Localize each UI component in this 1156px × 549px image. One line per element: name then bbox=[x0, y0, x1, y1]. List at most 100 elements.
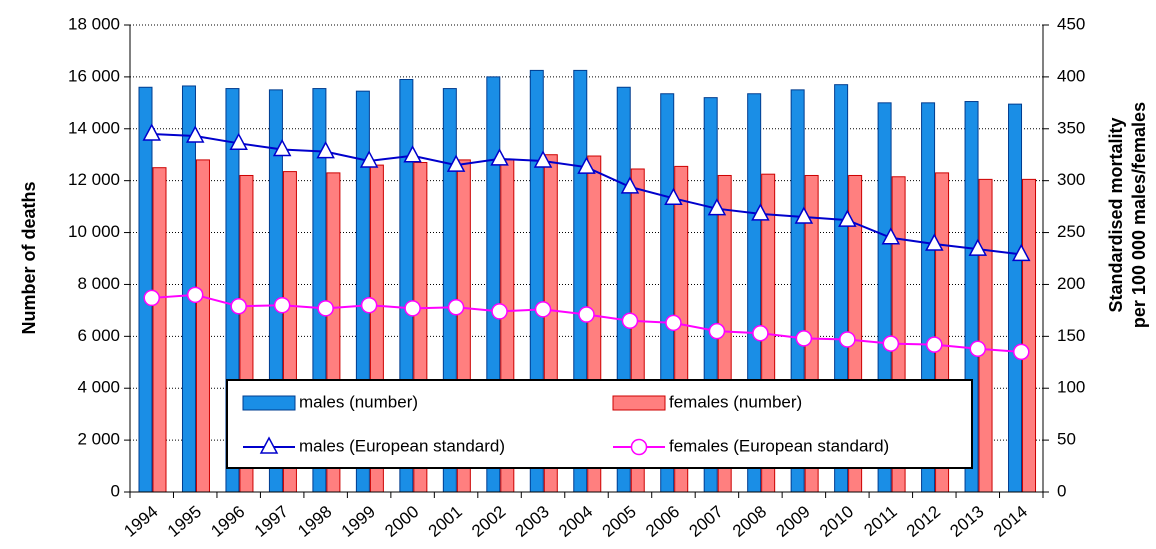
legend-label: males (number) bbox=[299, 392, 418, 411]
legend-label: females (European standard) bbox=[669, 436, 889, 455]
marker bbox=[533, 150, 553, 168]
x-tick-label: 2014 bbox=[990, 502, 1031, 541]
marker bbox=[752, 324, 769, 342]
legend-marker bbox=[630, 438, 648, 456]
y2-tick-label: 350 bbox=[1057, 118, 1085, 137]
x-tick-label: 2002 bbox=[468, 502, 509, 541]
marker bbox=[794, 206, 814, 224]
x-tick-label: 2009 bbox=[772, 502, 813, 541]
y-tick-label: 2 000 bbox=[77, 430, 120, 449]
marker bbox=[707, 198, 727, 216]
marker bbox=[143, 289, 160, 307]
x-tick-label: 2005 bbox=[599, 502, 640, 541]
marker bbox=[359, 150, 379, 168]
marker bbox=[968, 238, 988, 256]
x-tick-label: 2000 bbox=[381, 502, 422, 541]
x-tick-label: 2008 bbox=[729, 502, 770, 541]
y-tick-label: 14 000 bbox=[68, 118, 120, 137]
y-tick-label: 16 000 bbox=[68, 66, 120, 85]
marker bbox=[751, 203, 770, 221]
bar bbox=[152, 167, 167, 493]
y-tick-label: 10 000 bbox=[68, 222, 120, 241]
marker bbox=[186, 286, 204, 304]
x-tick-label: 2011 bbox=[860, 502, 900, 540]
marker bbox=[1013, 343, 1030, 361]
marker bbox=[490, 148, 509, 166]
marker bbox=[272, 138, 292, 157]
legend bbox=[226, 379, 973, 469]
marker bbox=[839, 331, 856, 348]
marker bbox=[230, 297, 247, 315]
legend-swatch bbox=[612, 395, 666, 411]
y-tick-label: 8 000 bbox=[77, 274, 120, 293]
y2-tick-label: 0 bbox=[1057, 481, 1066, 500]
marker bbox=[185, 125, 205, 143]
x-tick-label: 1996 bbox=[207, 502, 248, 541]
marker bbox=[316, 141, 335, 159]
marker bbox=[969, 340, 987, 358]
x-tick-label: 1997 bbox=[251, 502, 292, 541]
marker bbox=[881, 227, 901, 245]
y2-tick-label: 450 bbox=[1057, 14, 1085, 33]
marker bbox=[882, 335, 900, 352]
marker bbox=[795, 330, 813, 347]
marker bbox=[229, 132, 248, 151]
legend-marker bbox=[259, 436, 279, 454]
y2-tick-label: 400 bbox=[1057, 66, 1085, 85]
marker bbox=[447, 299, 465, 316]
y2-tick-label: 50 bbox=[1057, 430, 1076, 449]
x-tick-label: 2006 bbox=[642, 502, 683, 541]
x-tick-label: 1998 bbox=[294, 502, 335, 541]
marker bbox=[142, 123, 161, 141]
marker bbox=[926, 336, 943, 353]
x-tick-label: 2010 bbox=[816, 502, 857, 541]
bar bbox=[195, 159, 210, 493]
y2-tick-label: 150 bbox=[1057, 326, 1085, 345]
marker bbox=[838, 209, 857, 227]
marker bbox=[534, 301, 552, 318]
x-tick-label: 1995 bbox=[164, 502, 205, 541]
y2-tick-label: 200 bbox=[1057, 274, 1085, 293]
marker bbox=[578, 306, 595, 323]
legend-label: males (European standard) bbox=[299, 436, 505, 455]
marker bbox=[404, 300, 421, 317]
marker bbox=[1012, 243, 1031, 262]
bar bbox=[138, 86, 153, 493]
marker bbox=[664, 187, 683, 206]
marker bbox=[577, 156, 596, 174]
x-tick-label: 2004 bbox=[555, 502, 596, 541]
y-tick-label: 6 000 bbox=[77, 326, 120, 345]
marker bbox=[621, 312, 639, 330]
marker bbox=[491, 303, 508, 320]
bar bbox=[1022, 178, 1037, 493]
y2-tick-label: 100 bbox=[1057, 378, 1085, 397]
x-tick-label: 2013 bbox=[946, 502, 987, 541]
y2-tick-label: 250 bbox=[1057, 222, 1085, 241]
y-tick-label: 12 000 bbox=[68, 170, 120, 189]
x-tick-label: 2003 bbox=[512, 502, 553, 541]
marker bbox=[317, 300, 334, 317]
y-tick-label: 0 bbox=[111, 481, 120, 500]
x-tick-label: 2007 bbox=[686, 502, 727, 541]
marker bbox=[403, 145, 422, 163]
y-tick-label: 18 000 bbox=[68, 14, 120, 33]
y2-axis-title: per 100 000 males/females bbox=[1129, 102, 1149, 328]
marker bbox=[360, 296, 378, 314]
legend-label: females (number) bbox=[669, 392, 802, 411]
marker bbox=[446, 154, 466, 172]
x-tick-label: 1994 bbox=[120, 502, 161, 541]
bar bbox=[978, 178, 993, 493]
y-tick-label: 4 000 bbox=[77, 378, 120, 397]
marker bbox=[665, 314, 682, 332]
bar bbox=[1008, 103, 1023, 493]
x-tick-label: 2001 bbox=[425, 502, 466, 541]
y2-axis-title: Standardised mortality bbox=[1106, 117, 1126, 312]
legend-swatch bbox=[242, 395, 296, 411]
marker bbox=[273, 296, 291, 314]
y2-tick-label: 300 bbox=[1057, 170, 1085, 189]
marker bbox=[708, 322, 726, 340]
x-tick-label: 2012 bbox=[903, 502, 944, 541]
marker bbox=[925, 233, 944, 251]
y-axis-title: Number of deaths bbox=[19, 181, 39, 334]
